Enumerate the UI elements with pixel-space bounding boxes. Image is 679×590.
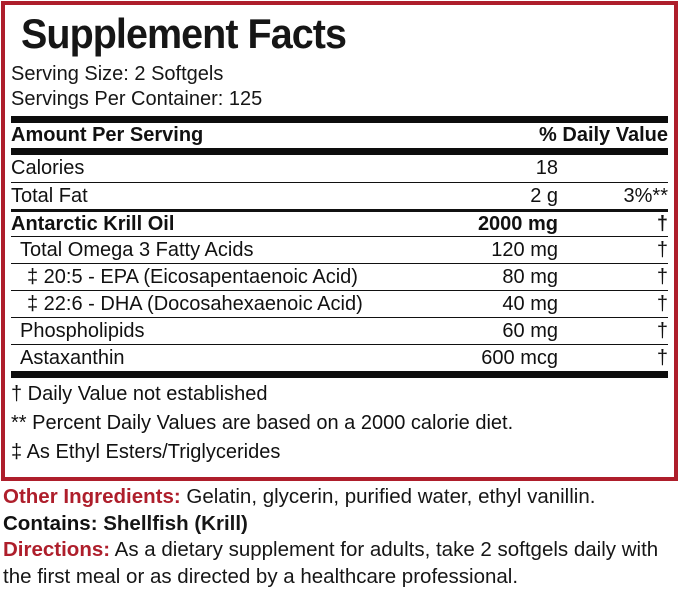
panel-title: Supplement Facts: [21, 10, 347, 57]
nutrient-name: Antarctic Krill Oil: [11, 212, 175, 235]
amount-value: 2 g: [530, 184, 558, 207]
facts-rows: Calories 18 Total Fat 2 g 3%** Antarctic Kril…: [11, 155, 668, 371]
daily-value: 3%**: [623, 184, 668, 207]
table-row: ‡ 20:5 - EPA (Eicosapentaenoic Acid) 80 m…: [11, 263, 668, 290]
nutrient-name: Astaxanthin: [20, 346, 125, 369]
table-row: Total Omega 3 Fatty Acids 120 mg †: [11, 236, 668, 263]
footnote-line: ‡ As Ethyl Esters/Triglycerides: [11, 441, 281, 463]
daily-value: †: [656, 265, 668, 288]
thick-divider: [11, 371, 668, 378]
labelled-text-line: Directions: As a dietary supplement for …: [3, 537, 675, 590]
footnotes: † Daily Value not established ** Percent …: [11, 378, 668, 467]
daily-value: †: [656, 238, 668, 261]
footnote-line: ** Percent Daily Values are based on a 2…: [11, 412, 514, 434]
table-row: Phospholipids 60 mg †: [11, 317, 668, 344]
daily-value-header: % Daily Value: [539, 124, 668, 146]
amount-value: 600 mcg: [481, 346, 558, 369]
nutrient-name: Phospholipids: [20, 319, 145, 342]
labelled-text-line: Contains: Shellfish (Krill): [3, 511, 675, 538]
footnote-line: † Daily Value not established: [11, 383, 268, 405]
other-info-section: Other Ingredients: Gelatin, glycerin, pu…: [3, 484, 675, 590]
daily-value: †: [656, 319, 668, 342]
supplement-facts-panel: Supplement Facts Serving Size: 2 Softgel…: [1, 1, 678, 481]
line-label: Contains:: [3, 511, 98, 535]
nutrient-name: Total Omega 3 Fatty Acids: [20, 238, 254, 261]
amount-value: 18: [535, 157, 558, 179]
amount-value: 2000 mg: [477, 212, 558, 235]
line-text: Gelatin, glycerin, purified water, ethyl…: [180, 485, 596, 508]
table-header: Amount Per Serving % Daily Value: [11, 123, 668, 148]
daily-value: †: [656, 292, 668, 315]
amount-value: 80 mg: [502, 265, 558, 288]
servings-per-container: Servings Per Container: 125: [11, 88, 263, 110]
line-text: Shellfish (Krill): [97, 511, 248, 535]
table-row: Total Fat 2 g 3%**: [11, 182, 668, 209]
amount-per-serving-header: Amount Per Serving: [11, 124, 204, 146]
table-row: Astaxanthin 600 mcg †: [11, 344, 668, 371]
labelled-text-line: Other Ingredients: Gelatin, glycerin, pu…: [3, 484, 675, 511]
serving-size: Serving Size: 2 Softgels: [11, 63, 224, 85]
line-label: Other Ingredients:: [3, 485, 181, 508]
amount-value: 40 mg: [502, 292, 558, 315]
table-row: ‡ 22:6 - DHA (Docosahexaenoic Acid) 40 mg…: [11, 290, 668, 317]
thick-divider: [11, 116, 668, 123]
nutrient-name: Total Fat: [11, 184, 88, 207]
amount-value: 120 mg: [491, 238, 558, 261]
line-text: As a dietary supplement for adults, take…: [3, 538, 659, 588]
nutrient-name: ‡ 22:6 - DHA (Docosahexaenoic Acid): [27, 292, 363, 315]
table-row: Antarctic Krill Oil 2000 mg †: [11, 209, 668, 236]
daily-value: †: [656, 346, 668, 369]
line-label: Directions:: [3, 538, 111, 561]
nutrient-name: Calories: [11, 157, 85, 179]
table-row: Calories 18: [11, 155, 668, 182]
nutrient-name: ‡ 20:5 - EPA (Eicosapentaenoic Acid): [27, 265, 358, 288]
thick-divider: [11, 148, 668, 155]
daily-value: †: [656, 212, 668, 235]
serving-info: Serving Size: 2 Softgels Servings Per Co…: [11, 62, 668, 112]
amount-value: 60 mg: [502, 319, 558, 342]
